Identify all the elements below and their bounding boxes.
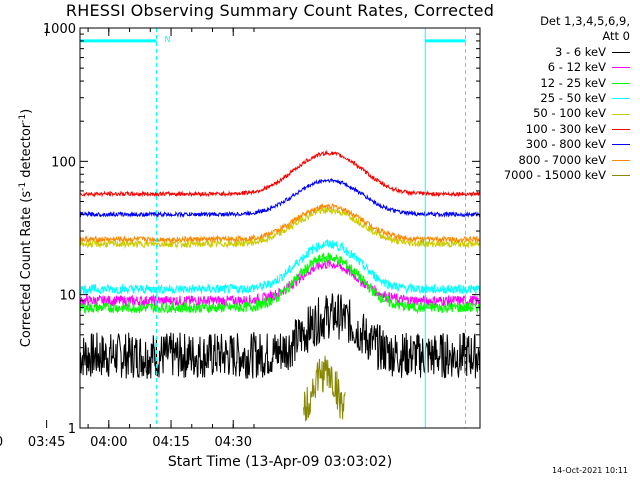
legend-header-line-1: Det 1,3,4,5,6,9,	[540, 14, 630, 28]
night-label: N	[165, 35, 171, 44]
legend-label: 800 - 7000 keV	[518, 152, 606, 167]
legend-label: 3 - 6 keV	[555, 44, 606, 59]
x-tick-label: 04:30	[215, 435, 252, 450]
y-tick-label: 10	[59, 289, 76, 304]
legend-item: 100 - 300 keV	[470, 122, 630, 137]
legend-label: 100 - 300 keV	[525, 121, 606, 136]
y-tick-label: 1000	[43, 22, 76, 37]
x-tick-label: 03:45	[28, 435, 65, 450]
legend-header-line-2: Att 0	[602, 29, 630, 44]
legend-label: 7000 - 15000 keV	[503, 167, 606, 182]
legend-label: 50 - 100 keV	[533, 106, 606, 121]
legend-swatch	[612, 51, 630, 53]
series-line-8	[79, 203, 481, 244]
legend-swatch	[612, 175, 630, 177]
legend-item: 12 - 25 keV	[470, 76, 630, 91]
footer-date: 14-Oct-2021 10:11	[552, 466, 628, 475]
legend-label: 25 - 50 keV	[540, 90, 606, 105]
legend-item: 300 - 800 keV	[470, 137, 630, 152]
legend-label: 300 - 800 keV	[525, 137, 606, 152]
legend-item: 50 - 100 keV	[470, 106, 630, 121]
legend-label: 12 - 25 keV	[540, 75, 606, 90]
series-line-9	[303, 355, 346, 422]
x-tick-label: 03:30	[0, 435, 3, 450]
legend-swatch	[612, 82, 630, 84]
series-line-2	[79, 258, 481, 308]
y-tick-label: 100	[51, 155, 76, 170]
legend-item: 800 - 7000 keV	[470, 153, 630, 168]
series-line-3	[79, 252, 480, 315]
legend-item: 25 - 50 keV	[470, 91, 630, 106]
legend-swatch	[612, 144, 630, 146]
series-line-7	[79, 177, 481, 219]
x-axis-label: Start Time (13-Apr-09 03:03:02)	[167, 454, 393, 470]
legend: Det 1,3,4,5,6,9, Att 0 3 - 6 keV 6 - 12 k…	[470, 14, 630, 183]
series-line-4	[79, 239, 481, 295]
legend-swatch	[612, 67, 630, 69]
legend-item: 7000 - 15000 keV	[470, 168, 630, 183]
x-tick-label: 04:00	[90, 435, 127, 450]
legend-swatch	[612, 113, 630, 115]
legend-label: 6 - 12 keV	[547, 60, 606, 75]
y-tick-label: 1	[68, 422, 76, 437]
x-tick-label: 04:15	[152, 435, 189, 450]
series-line-6	[79, 149, 481, 198]
legend-item: 6 - 12 keV	[470, 60, 630, 75]
legend-swatch	[612, 128, 630, 130]
plot-frame	[79, 27, 481, 429]
legend-swatch	[612, 159, 630, 161]
legend-swatch	[612, 98, 630, 100]
chart-title: RHESSI Observing Summary Count Rates, Co…	[65, 1, 495, 20]
series-line-1	[79, 293, 481, 379]
legend-item: 3 - 6 keV	[470, 45, 630, 60]
